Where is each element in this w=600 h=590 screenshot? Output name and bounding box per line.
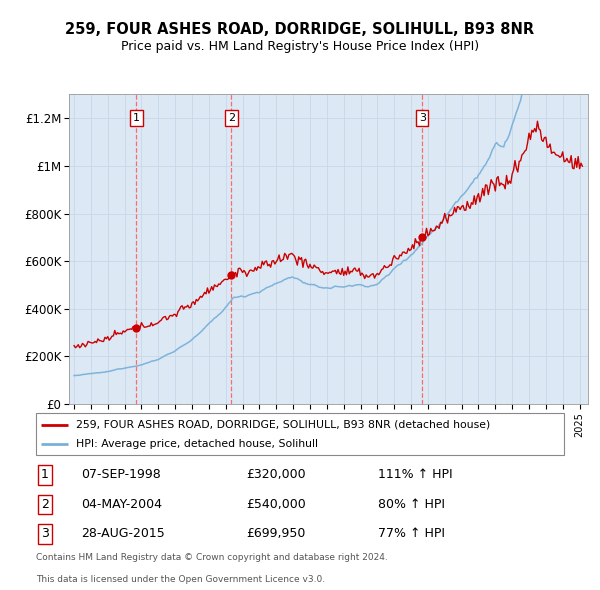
Text: 77% ↑ HPI: 77% ↑ HPI	[378, 527, 445, 540]
Text: 2: 2	[228, 113, 235, 123]
Text: 80% ↑ HPI: 80% ↑ HPI	[378, 498, 445, 511]
Text: 07-SEP-1998: 07-SEP-1998	[81, 468, 161, 481]
Text: HPI: Average price, detached house, Solihull: HPI: Average price, detached house, Soli…	[76, 438, 317, 448]
Text: This data is licensed under the Open Government Licence v3.0.: This data is licensed under the Open Gov…	[36, 575, 325, 584]
Text: £699,950: £699,950	[246, 527, 305, 540]
Text: 1: 1	[41, 468, 49, 481]
Text: 3: 3	[419, 113, 425, 123]
Text: £540,000: £540,000	[246, 498, 306, 511]
Text: 111% ↑ HPI: 111% ↑ HPI	[378, 468, 452, 481]
Text: 259, FOUR ASHES ROAD, DORRIDGE, SOLIHULL, B93 8NR (detached house): 259, FOUR ASHES ROAD, DORRIDGE, SOLIHULL…	[76, 420, 490, 430]
Text: 04-MAY-2004: 04-MAY-2004	[81, 498, 162, 511]
Text: 28-AUG-2015: 28-AUG-2015	[81, 527, 165, 540]
Text: 2: 2	[41, 498, 49, 511]
Text: Contains HM Land Registry data © Crown copyright and database right 2024.: Contains HM Land Registry data © Crown c…	[36, 553, 388, 562]
FancyBboxPatch shape	[36, 413, 564, 455]
Text: 1: 1	[133, 113, 140, 123]
Text: 259, FOUR ASHES ROAD, DORRIDGE, SOLIHULL, B93 8NR: 259, FOUR ASHES ROAD, DORRIDGE, SOLIHULL…	[65, 22, 535, 37]
Text: Price paid vs. HM Land Registry's House Price Index (HPI): Price paid vs. HM Land Registry's House …	[121, 40, 479, 53]
Text: £320,000: £320,000	[246, 468, 305, 481]
Text: 3: 3	[41, 527, 49, 540]
